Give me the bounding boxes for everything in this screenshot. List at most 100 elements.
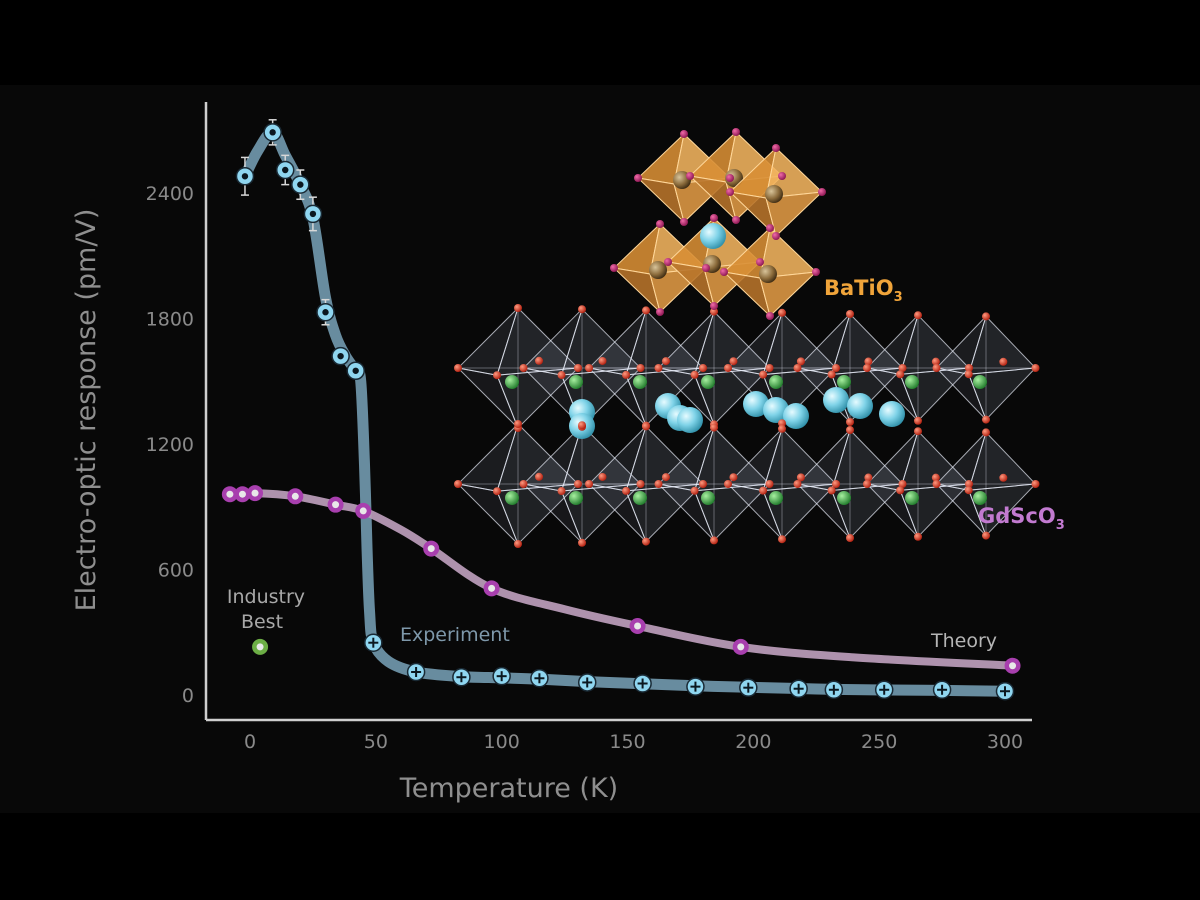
experiment-point [263, 119, 282, 146]
oxygen-atom [724, 364, 732, 372]
oxygen-atom [724, 480, 732, 488]
batio3-oxygen-atom [818, 188, 826, 196]
oxygen-atom [896, 486, 905, 495]
sc-atom [905, 375, 919, 389]
y-tick-1200: 1200 [146, 434, 194, 456]
sc-atom [837, 491, 851, 505]
batio3-oxygen-atom [634, 174, 642, 182]
ti-atom [765, 185, 783, 203]
oxygen-atom [636, 480, 645, 488]
x-tick-300: 300 [987, 731, 1023, 753]
oxygen-atom [898, 480, 907, 488]
gdsco3-octahedron [865, 430, 971, 538]
sc-atom [633, 491, 647, 505]
oxygen-atom [729, 357, 738, 366]
sc-atom [701, 375, 715, 389]
oxygen-atom [654, 480, 663, 488]
oxygen-atom [642, 422, 650, 431]
theory-label: Theory [930, 630, 997, 652]
experiment-marker-center [269, 129, 276, 136]
batio3-oxygen-atom [812, 268, 820, 276]
theory-curve [225, 489, 1017, 670]
experiment-marker-center [241, 173, 249, 180]
oxygen-atom [914, 311, 922, 320]
gdsco3-octahedron [726, 427, 838, 541]
oxygen-atom [999, 473, 1008, 482]
experiment-point [824, 680, 844, 700]
gdsco3-octahedron [657, 310, 771, 426]
oxygen-atom [1031, 364, 1040, 372]
sc-atom [769, 491, 783, 505]
sc-atom [569, 491, 583, 505]
oxygen-atom [699, 480, 707, 488]
ba-atom [700, 223, 726, 249]
oxygen-atom [999, 357, 1008, 366]
batio3-oxygen-atom [656, 220, 664, 228]
oxygen-atom [931, 357, 940, 366]
oxygen-atom [636, 364, 645, 372]
theory-marker-center [332, 501, 340, 509]
batio3-oxygen-atom [726, 174, 734, 182]
oxygen-atom [832, 364, 840, 372]
y-tick-1800: 1800 [146, 309, 194, 331]
oxygen-atom [578, 538, 586, 547]
oxygen-atom [932, 364, 941, 372]
oxygen-atom [964, 486, 973, 495]
sc-atom [505, 491, 519, 505]
batio3-oxygen-atom [772, 144, 780, 152]
theory-marker-center [427, 545, 435, 553]
batio3-oxygen-atom [732, 128, 740, 136]
oxygen-atom [863, 364, 871, 372]
batio3-label: BaTiO3 [824, 276, 903, 305]
batio3-oxygen-atom [702, 264, 710, 272]
oxygen-atom [454, 480, 462, 488]
theory-marker-center [488, 584, 496, 592]
oxygen-atom [759, 486, 768, 495]
oxygen-atom [965, 480, 973, 488]
oxygen-atom [914, 532, 922, 541]
x-tick-labels: 0 50 100 150 200 250 300 [244, 731, 1023, 753]
x-tick-0: 0 [244, 731, 256, 753]
batio3-octahedron [722, 226, 818, 318]
x-axis-title: Temperature (K) [399, 773, 618, 804]
oxygen-atom [759, 370, 768, 379]
experiment-point [932, 680, 952, 700]
theory-marker-center [359, 507, 367, 515]
theory-point [423, 540, 440, 557]
batio3-face [759, 271, 818, 317]
batio3-oxygen-atom [732, 216, 740, 224]
sc-atom [905, 491, 919, 505]
oxygen-atom [585, 480, 593, 488]
experiment-point [316, 298, 335, 326]
batio3-oxygen-atom [610, 264, 618, 272]
industry-best-label-line2: Best [241, 611, 283, 633]
experiment-point [452, 667, 471, 687]
oxygen-atom [778, 424, 786, 433]
theory-marker-center [226, 490, 234, 498]
sc-atom [505, 375, 519, 389]
experiment-point [291, 169, 310, 201]
experiment-point [364, 633, 383, 652]
experiment-point [874, 680, 894, 700]
gd-atom [743, 391, 769, 417]
gd-atom [677, 407, 703, 433]
oxygen-atom [493, 487, 501, 496]
theory-point [221, 486, 238, 503]
y-tick-labels: 0 600 1200 1800 2400 [146, 183, 194, 707]
theory-marker-center [291, 492, 299, 500]
oxygen-atom [846, 418, 854, 426]
experiment-marker-center [297, 181, 304, 188]
batio3-oxygen-atom [726, 188, 734, 196]
oxygen-atom [827, 486, 836, 495]
oxygen-atom [778, 419, 786, 428]
sc-atom [973, 375, 987, 389]
batio3-oxygen-atom [680, 218, 688, 226]
oxygen-atom [598, 472, 607, 481]
gdsco3-label-main: GdScO [978, 504, 1056, 528]
oxygen-atom [778, 308, 786, 317]
oxygen-atom [642, 537, 650, 546]
data-markers [221, 119, 1021, 701]
oxygen-atom [661, 357, 670, 366]
theory-point [1004, 657, 1021, 674]
